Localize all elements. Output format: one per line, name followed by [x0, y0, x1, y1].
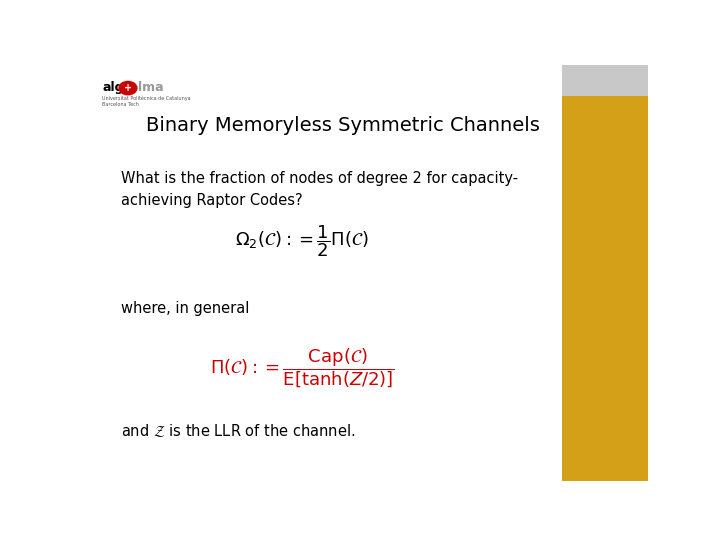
- Text: $\Omega_2(\mathcal{C}) := \dfrac{1}{2}\Pi(\mathcal{C})$: $\Omega_2(\mathcal{C}) := \dfrac{1}{2}\P…: [235, 224, 369, 259]
- Bar: [562, 65, 648, 96]
- Text: $\Pi(\mathcal{C}) := \dfrac{\mathrm{Cap}(\mathcal{C})}{\mathrm{E}[\tanh(Z/2)]}$: $\Pi(\mathcal{C}) := \dfrac{\mathrm{Cap}…: [210, 347, 395, 390]
- Text: where, in general: where, in general: [121, 301, 249, 315]
- Circle shape: [119, 82, 137, 94]
- Bar: [562, 65, 648, 481]
- Text: and $\mathcal{Z}$ is the LLR of the channel.: and $\mathcal{Z}$ is the LLR of the chan…: [121, 422, 355, 439]
- Text: Universitat Politècnica de Catalunya
Barcelona Tech: Universitat Politècnica de Catalunya Bar…: [102, 96, 191, 107]
- Text: alg: alg: [102, 81, 124, 94]
- Text: +: +: [124, 83, 132, 93]
- Text: lma: lma: [138, 81, 163, 94]
- Text: What is the fraction of nodes of degree 2 for capacity-
achieving Raptor Codes?: What is the fraction of nodes of degree …: [121, 171, 518, 208]
- Text: Binary Memoryless Symmetric Channels: Binary Memoryless Symmetric Channels: [145, 116, 540, 134]
